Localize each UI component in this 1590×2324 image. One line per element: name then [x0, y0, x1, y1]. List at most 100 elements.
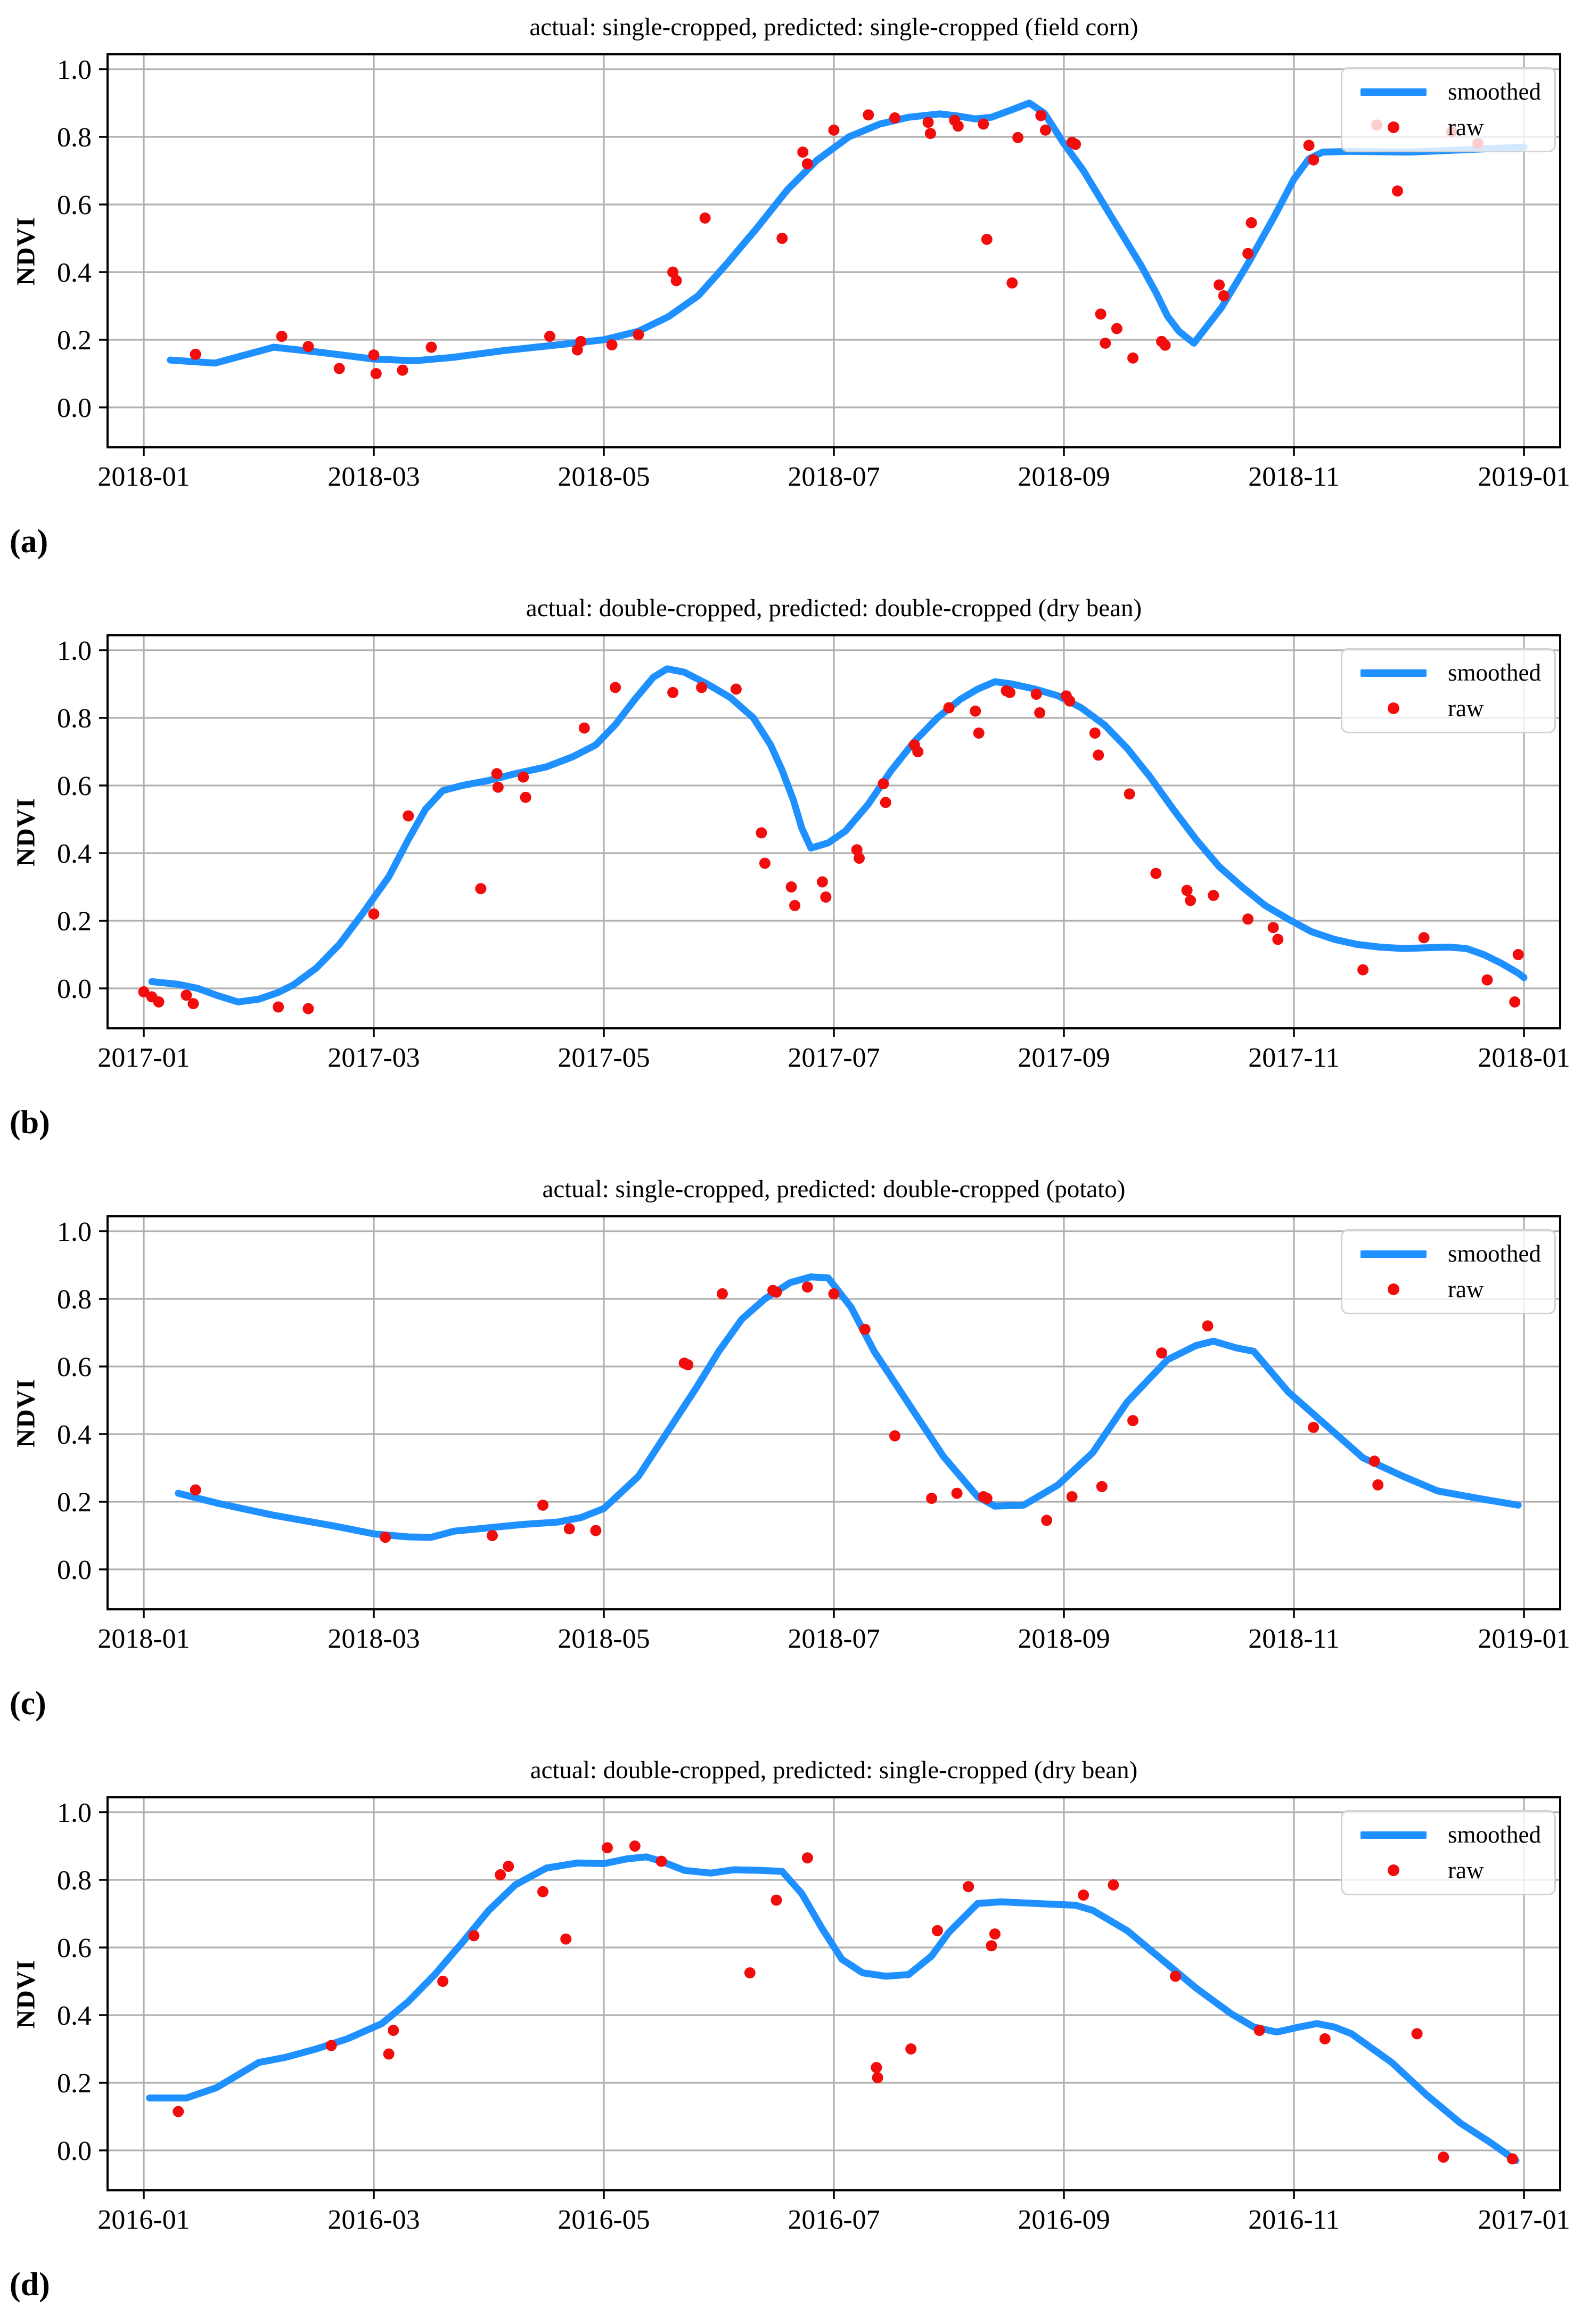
- y-tick-label: 0.6: [57, 1352, 92, 1382]
- raw-point: [670, 275, 682, 287]
- raw-point: [1185, 895, 1196, 906]
- raw-point: [578, 722, 590, 734]
- raw-point: [759, 857, 771, 869]
- raw-point: [851, 844, 863, 856]
- legend-label-smoothed: smoothed: [1448, 1821, 1541, 1848]
- smoothed-line: [146, 1853, 1520, 2164]
- raw-point: [560, 1933, 572, 1945]
- x-tick-label: 2018-01: [97, 1624, 190, 1654]
- x-tick-label: 2017-01: [97, 1043, 190, 1073]
- raw-point: [468, 1930, 480, 1942]
- chart-title: actual: double-cropped, predicted: doubl…: [526, 594, 1142, 622]
- legend-label-raw: raw: [1448, 113, 1484, 141]
- raw-point: [922, 117, 934, 128]
- raw-point: [1004, 686, 1015, 698]
- raw-point: [963, 1881, 974, 1893]
- legend: smoothed raw: [1341, 67, 1556, 152]
- raw-point: [1242, 913, 1254, 925]
- raw-point: [828, 124, 840, 136]
- raw-point: [655, 1855, 667, 1867]
- raw-point: [889, 112, 900, 124]
- x-tick-label: 2017-01: [1478, 2205, 1570, 2235]
- raw-point: [926, 1493, 938, 1504]
- x-tick-label: 2017-07: [788, 1043, 880, 1073]
- raw-point: [187, 998, 199, 1010]
- raw-point: [1035, 110, 1047, 121]
- raw-point: [1150, 868, 1162, 879]
- raw-point: [989, 1928, 1001, 1940]
- legend: smoothed raw: [1341, 1810, 1556, 1895]
- raw-point: [388, 2025, 399, 2036]
- raw-point: [931, 1925, 943, 1936]
- x-tick-label: 2016-09: [1018, 2205, 1110, 2235]
- y-tick-label: 0.0: [57, 1555, 92, 1585]
- raw-point: [325, 2040, 337, 2051]
- legend: smoothed raw: [1341, 648, 1556, 733]
- chart-panel-b: 2017-01 2017-03 2017-05 2017-07 2017-09 2017-…: [0, 581, 1590, 1162]
- x-tick-label: 2018-07: [788, 462, 880, 492]
- y-tick-label: 0.2: [57, 906, 92, 937]
- raw-point: [425, 341, 437, 353]
- raw-point: [190, 348, 201, 360]
- raw-point: [986, 1940, 997, 1952]
- raw-point: [863, 109, 874, 121]
- raw-point: [1245, 217, 1257, 228]
- raw-point: [730, 683, 742, 695]
- raw-point: [1041, 1515, 1053, 1526]
- chart-title: actual: double-cropped, predicted: singl…: [530, 1756, 1138, 1784]
- raw-point: [495, 1869, 506, 1880]
- legend-entry-raw: raw: [1360, 113, 1554, 141]
- raw-point: [828, 1288, 840, 1299]
- raw-point: [575, 335, 587, 347]
- y-tick-label: 0.4: [57, 1420, 92, 1450]
- raw-point: [912, 746, 924, 757]
- y-tick-label: 0.8: [57, 703, 92, 734]
- raw-point: [181, 989, 192, 1001]
- x-tick-label: 2016-07: [788, 2205, 880, 2235]
- raw-point: [951, 1487, 963, 1499]
- raw-point: [437, 1976, 449, 1987]
- raw-point: [138, 986, 150, 997]
- raw-point: [1512, 949, 1524, 960]
- y-tick-label: 0.2: [57, 2068, 92, 2099]
- raw-point: [1127, 352, 1139, 364]
- x-tick-label: 2018-03: [327, 462, 420, 492]
- x-tick-label: 2018-05: [558, 1624, 650, 1654]
- x-tick-label: 2018-07: [788, 1624, 880, 1654]
- legend-label-smoothed: smoothed: [1448, 78, 1541, 105]
- plot-area: 2018-01 2018-03 2018-05 2018-07 2018-09 2018-…: [57, 53, 1570, 492]
- raw-point: [276, 331, 288, 342]
- raw-dot-icon: [1388, 1864, 1399, 1877]
- legend-label-raw: raw: [1448, 694, 1484, 722]
- raw-point: [1124, 788, 1135, 800]
- raw-point: [1319, 2033, 1331, 2044]
- legend-line-swatch: [1360, 88, 1427, 96]
- raw-point: [859, 1323, 871, 1335]
- raw-point: [1066, 1491, 1078, 1502]
- legend: smoothed raw: [1341, 1229, 1556, 1314]
- raw-point: [492, 781, 504, 793]
- raw-point: [1111, 323, 1122, 334]
- y-tick-label: 0.0: [57, 393, 92, 423]
- y-tick-label: 0.4: [57, 839, 92, 869]
- y-tick-label: 0.2: [57, 325, 92, 356]
- legend-dot-swatch: [1360, 1864, 1427, 1877]
- raw-point: [1012, 132, 1024, 143]
- raw-point: [744, 1967, 756, 1979]
- chart-title: actual: single-cropped, predicted: doubl…: [542, 1175, 1126, 1203]
- x-tick-label: 2016-05: [558, 2205, 650, 2235]
- raw-point: [1170, 1970, 1181, 1982]
- raw-point: [403, 810, 414, 822]
- y-tick-label: 1.0: [57, 636, 92, 666]
- raw-dot-icon: [1388, 1283, 1399, 1296]
- raw-point: [878, 778, 889, 790]
- x-tick-label: 2018-01: [97, 462, 190, 492]
- plot-area: 2016-01 2016-03 2016-05 2016-07 2016-09 2016-…: [57, 1796, 1570, 2235]
- raw-point: [571, 344, 583, 356]
- legend-dot-swatch: [1360, 1283, 1427, 1296]
- raw-point: [1095, 308, 1107, 320]
- raw-point: [797, 146, 809, 158]
- raw-point: [518, 771, 529, 783]
- raw-point: [544, 331, 555, 342]
- smoothed-line: [167, 100, 1528, 367]
